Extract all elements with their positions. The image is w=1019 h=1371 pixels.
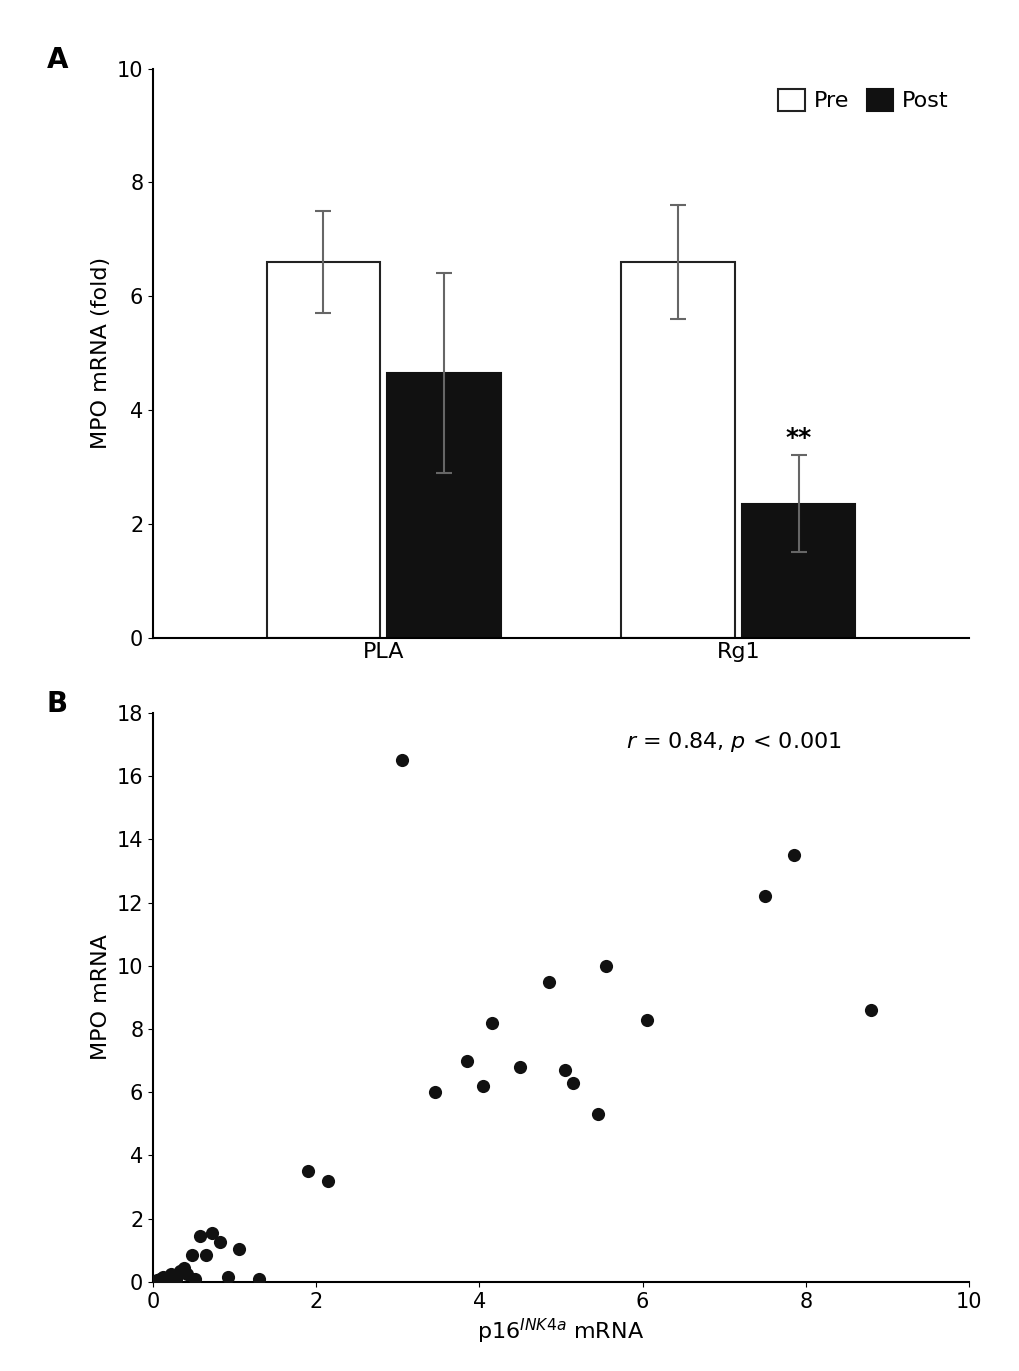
Point xyxy=(862,999,878,1021)
Legend: Pre, Post: Pre, Post xyxy=(768,80,957,121)
Point xyxy=(251,1268,267,1290)
Point xyxy=(300,1160,316,1182)
Point xyxy=(171,1260,187,1282)
Point xyxy=(483,1012,499,1034)
Bar xyxy=(387,373,500,638)
X-axis label: p16$^{INK4a}$ mRNA: p16$^{INK4a}$ mRNA xyxy=(477,1318,644,1346)
Point xyxy=(230,1238,247,1260)
Text: $r$ = 0.84, $p$ < 0.001: $r$ = 0.84, $p$ < 0.001 xyxy=(626,729,841,754)
Point xyxy=(220,1267,236,1289)
Point xyxy=(198,1243,214,1265)
Point xyxy=(785,845,801,866)
Text: **: ** xyxy=(785,426,811,450)
Point xyxy=(204,1222,220,1243)
Point xyxy=(212,1231,228,1253)
Bar xyxy=(266,262,380,638)
Bar xyxy=(621,262,734,638)
Point xyxy=(756,886,772,908)
Point xyxy=(393,750,410,772)
Point xyxy=(597,954,613,976)
Point xyxy=(589,1104,605,1126)
Point xyxy=(149,1270,165,1291)
Point xyxy=(167,1268,183,1290)
Y-axis label: MPO mRNA (fold): MPO mRNA (fold) xyxy=(91,256,111,450)
Point xyxy=(320,1169,336,1191)
Point xyxy=(163,1263,179,1285)
Point xyxy=(540,971,556,993)
Point xyxy=(187,1268,204,1290)
Bar xyxy=(741,503,855,638)
Point xyxy=(426,1082,442,1104)
Point xyxy=(175,1257,192,1279)
Point xyxy=(183,1243,200,1265)
Point xyxy=(512,1056,528,1078)
Point xyxy=(638,1009,654,1031)
Point xyxy=(459,1050,475,1072)
Point xyxy=(192,1226,208,1248)
Point xyxy=(565,1072,581,1094)
Point xyxy=(179,1263,196,1285)
Text: A: A xyxy=(47,45,68,74)
Point xyxy=(159,1270,175,1291)
Point xyxy=(475,1075,491,1097)
Y-axis label: MPO mRNA: MPO mRNA xyxy=(91,935,111,1060)
Point xyxy=(556,1060,573,1082)
Point xyxy=(151,1268,167,1290)
Text: B: B xyxy=(47,690,68,718)
Point xyxy=(155,1267,171,1289)
